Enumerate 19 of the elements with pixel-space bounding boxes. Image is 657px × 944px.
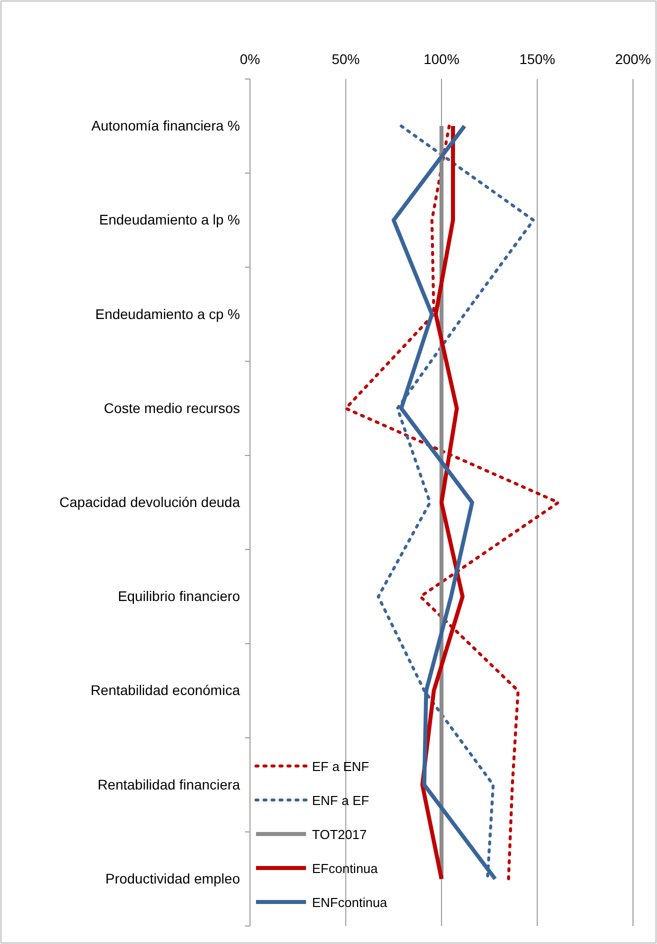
x-tick-label: 150% (519, 51, 556, 67)
legend-label: TOT2017 (312, 827, 367, 842)
y-tick-label: Capacidad devolución deuda (59, 494, 240, 510)
x-tick-label: 50% (332, 51, 360, 67)
x-tick-label: 100% (424, 51, 460, 67)
x-tick-label: 200% (615, 51, 651, 67)
y-tick-label: Equilibrio financiero (118, 588, 240, 604)
legend-label: ENFcontinua (312, 895, 388, 910)
y-tick-label: Endeudamiento a cp % (95, 306, 240, 322)
y-tick-label: Autonomía financiera % (91, 118, 240, 134)
y-tick-label: Productividad empleo (105, 870, 240, 886)
legend-label: ENF a EF (312, 793, 370, 808)
y-tick-label: Rentabilidad económica (90, 682, 240, 698)
y-tick-label: Endeudamiento a lp % (99, 212, 240, 228)
y-tick-label: Rentabilidad financiera (98, 776, 240, 792)
x-tick-label: 0% (240, 51, 260, 67)
y-tick-label: Coste medio recursos (104, 400, 240, 416)
legend-label: EF a ENF (312, 759, 370, 774)
legend-label: EFcontinua (312, 861, 379, 876)
